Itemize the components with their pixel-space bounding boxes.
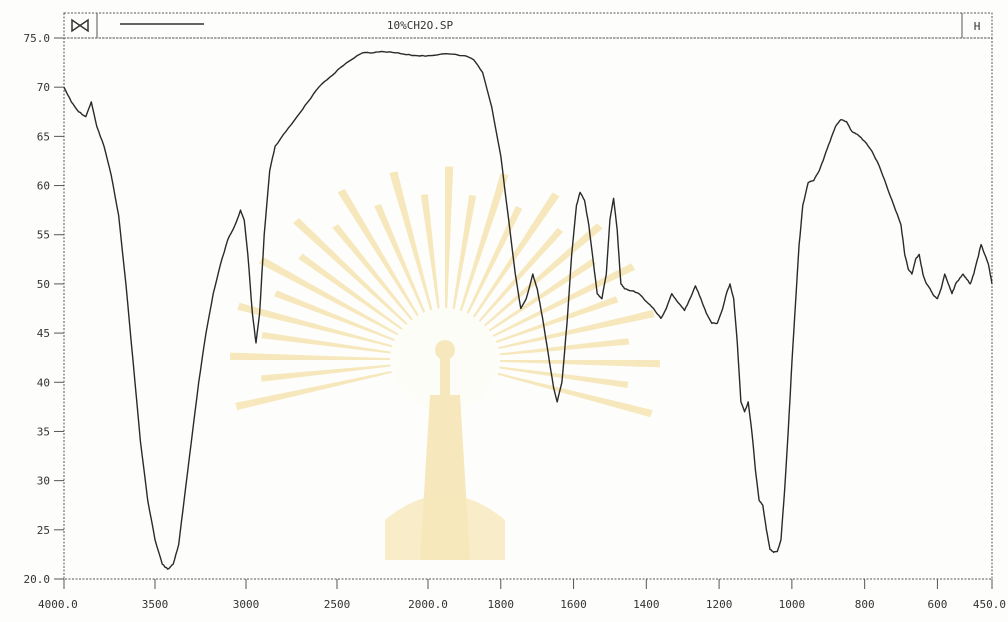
x-tick-label-1800: 1800 [488, 598, 515, 611]
y-tick-label-60: 60 [37, 180, 50, 193]
y-tick-label-55: 55 [37, 229, 50, 242]
x-tick-label-2000: 2000.0 [408, 598, 448, 611]
x-tick-label-3000: 3000 [233, 598, 260, 611]
y-tick-label-70: 70 [37, 81, 50, 94]
y-tick-label-35: 35 [37, 425, 50, 438]
y-tick-label-50: 50 [37, 278, 50, 291]
watermark-emblem [230, 166, 660, 560]
y-tick-label-65: 65 [37, 130, 50, 143]
x-tick-label-800: 800 [855, 598, 875, 611]
x-tick-label-1200: 1200 [706, 598, 733, 611]
x-tick-label-4000: 4000.0 [38, 598, 78, 611]
x-tick-label-2500: 2500 [324, 598, 351, 611]
spectrum-series-line [63, 50, 993, 570]
y-axis: 20.0 25 30 35 40 45 50 55 60 65 70 75.0 [24, 32, 64, 586]
bowtie-icon[interactable] [71, 18, 89, 33]
y-tick-label-25: 25 [37, 524, 50, 537]
bracket-icon[interactable]: H [974, 20, 981, 33]
y-tick-label-40: 40 [37, 376, 50, 389]
window-title: 10%CH2O.SP [387, 19, 454, 32]
x-axis: 4000.0 3500 3000 2500 2000.0 1800 1600 1400 1200… [38, 579, 1006, 611]
x-tick-label-450: 450.0 [973, 598, 1006, 611]
x-tick-label-1600: 1600 [560, 598, 587, 611]
x-tick-label-600: 600 [927, 598, 947, 611]
y-tick-label-20: 20.0 [24, 573, 51, 586]
window-title-bar: 10%CH2O.SP H [63, 12, 993, 39]
y-tick-label-75: 75.0 [24, 32, 51, 45]
y-tick-label-45: 45 [37, 327, 50, 340]
x-tick-label-1400: 1400 [633, 598, 660, 611]
x-tick-label-3500: 3500 [142, 598, 169, 611]
x-tick-label-1000: 1000 [779, 598, 806, 611]
y-tick-label-30: 30 [37, 475, 50, 488]
plot-frame [63, 37, 993, 580]
